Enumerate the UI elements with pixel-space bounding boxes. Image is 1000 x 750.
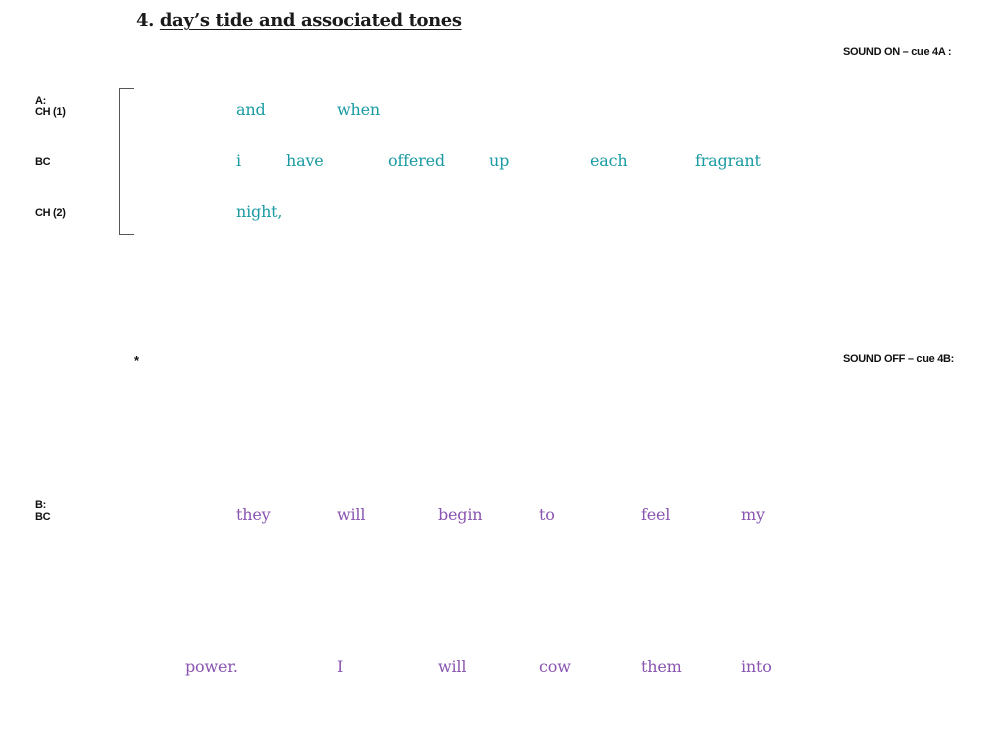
asterisk-marker: * — [134, 353, 140, 368]
bc-word: offered — [388, 151, 445, 170]
b-line2-word: cow — [539, 657, 571, 676]
b-line1-word: feel — [641, 505, 671, 524]
bc-word: each — [590, 151, 628, 170]
b-line2-word: into — [741, 657, 772, 676]
section-heading: 4. day’s tide and associated tones — [136, 10, 462, 31]
role-label-bc-b: BC — [35, 511, 51, 523]
b-line2-word: will — [438, 657, 467, 676]
sound-off-cue: SOUND OFF – cue 4B: — [843, 353, 955, 365]
b-line2-word: I — [337, 657, 344, 676]
b-line1-word: will — [337, 505, 366, 524]
role-label-bc: BC — [35, 156, 51, 168]
b-line1-word: to — [539, 505, 555, 524]
role-label-ch1: CH (1) — [35, 106, 66, 118]
section-title: day’s tide and associated tones — [159, 10, 462, 31]
b-line1-word: begin — [438, 505, 483, 524]
ch1-word: and — [236, 100, 266, 119]
bc-word: have — [286, 151, 324, 170]
b-line1-word: they — [236, 505, 271, 524]
voices-bracket — [119, 88, 134, 235]
ch1-word: when — [337, 100, 380, 119]
b-line1-word: my — [741, 505, 765, 524]
bc-word: i — [236, 151, 241, 170]
bc-word: up — [489, 151, 510, 170]
bc-word: fragrant — [695, 151, 761, 170]
section-number: 4. — [136, 10, 154, 31]
section-a-marker: A: — [35, 95, 47, 107]
ch2-word: night, — [236, 202, 283, 221]
role-label-ch2: CH (2) — [35, 207, 66, 219]
b-line2-word: them — [641, 657, 682, 676]
b-line2-word: power. — [185, 657, 238, 676]
section-b-marker: B: — [35, 499, 47, 511]
sound-on-cue: SOUND ON – cue 4A : — [843, 46, 952, 58]
